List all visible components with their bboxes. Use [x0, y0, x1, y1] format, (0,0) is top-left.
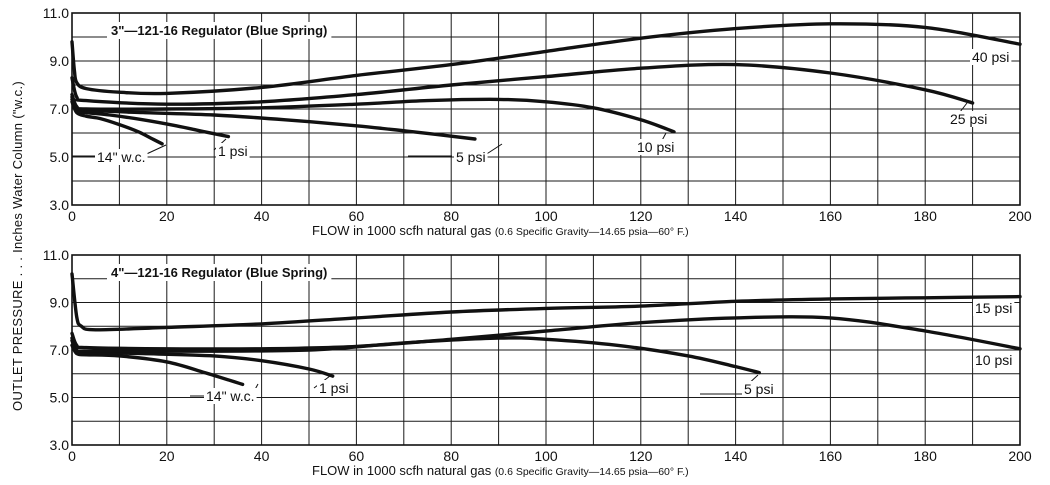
- y-tick-label: 5.0: [50, 390, 70, 406]
- y-tick-label: 7.0: [50, 101, 70, 117]
- series-line-0: [70, 100, 164, 146]
- y-tick-label: 3.0: [50, 437, 70, 453]
- x-axis-label: FLOW in 1000 scfh natural gas (0.6 Speci…: [312, 463, 689, 478]
- series-label: 14" w.c.: [97, 149, 146, 165]
- series-label-background: [317, 380, 351, 396]
- x-tick-label: 180: [914, 448, 938, 464]
- chart-title: 4"—121-16 Regulator (Blue Spring): [111, 265, 327, 280]
- y-tick-label: 9.0: [50, 53, 70, 69]
- series-label-background: [95, 149, 148, 165]
- x-tick-label: 40: [254, 448, 270, 464]
- x-tick-label: 160: [819, 448, 843, 464]
- label-leader: [959, 102, 968, 113]
- chart-title: 3"—121-16 Regulator (Blue Spring): [111, 23, 327, 38]
- y-tick-label: 9.0: [50, 295, 70, 311]
- x-tick-label: 80: [443, 208, 459, 224]
- x-tick-label: 60: [349, 448, 365, 464]
- series-label-background: [742, 381, 776, 397]
- series-label: 1 psi: [218, 143, 248, 159]
- chart-title-background: [107, 22, 332, 39]
- series-label-background: [973, 300, 1015, 316]
- series-line-4: [70, 62, 975, 106]
- series-label: 5 psi: [744, 381, 774, 397]
- y-tick-label: 3.0: [50, 197, 70, 213]
- x-axis-label-note: (0.6 Specific Gravity—14.65 psia—60° F.): [495, 226, 689, 238]
- x-axis-label-note: (0.6 Specific Gravity—14.65 psia—60° F.): [495, 466, 689, 478]
- series-line-3: [70, 92, 676, 134]
- chart-title-background: [107, 264, 332, 281]
- series-label-background: [970, 49, 1012, 65]
- x-tick-label: 40: [254, 208, 270, 224]
- x-tick-label: 160: [819, 208, 843, 224]
- series-label-background: [948, 111, 990, 127]
- series-label: 5 psi: [456, 149, 486, 165]
- x-axis-label-main: FLOW in 1000 scfh natural gas: [312, 463, 495, 478]
- series-label-background: [454, 149, 488, 165]
- x-tick-label: 100: [534, 208, 558, 224]
- x-axis-label: FLOW in 1000 scfh natural gas (0.6 Speci…: [312, 223, 689, 238]
- series-label: 10 psi: [975, 352, 1012, 368]
- y-tick-label: 11.0: [43, 247, 69, 263]
- series-label-background: [204, 388, 257, 404]
- chart-4-inch-regulator: 3.0 5.0 7.0 9.0 11.0 0 20 40 60 80 100 120 140 160 180…: [43, 247, 1032, 478]
- x-tick-label: 180: [914, 208, 938, 224]
- x-tick-label: 200: [1008, 448, 1032, 464]
- series-label: 14" w.c.: [206, 388, 255, 404]
- x-tick-label: 20: [159, 448, 175, 464]
- series-label: 25 psi: [950, 111, 987, 127]
- plot-frame: [71, 12, 1021, 206]
- x-axis-label-main: FLOW in 1000 scfh natural gas: [312, 223, 495, 238]
- y-tick-label: 7.0: [50, 342, 70, 358]
- x-tick-label: 120: [629, 448, 653, 464]
- x-tick-label: 120: [629, 208, 653, 224]
- x-tick-label: 20: [159, 208, 175, 224]
- series-line-0: [70, 343, 245, 387]
- x-tick-label: 0: [68, 448, 76, 464]
- y-tick-label: 5.0: [50, 149, 70, 165]
- series-label-background: [973, 352, 1015, 368]
- series-label: 15 psi: [975, 300, 1012, 316]
- series-label: 10 psi: [637, 139, 674, 155]
- x-tick-label: 0: [68, 208, 76, 224]
- x-tick-label: 140: [724, 448, 748, 464]
- series-line-4: [70, 272, 1022, 332]
- x-tick-label: 80: [443, 448, 459, 464]
- x-tick-label: 140: [724, 208, 748, 224]
- y-tick-label: 11.0: [43, 5, 69, 21]
- y-axis-label: OUTLET PRESSURE . . . Inches Water Colum…: [10, 81, 25, 411]
- series-line-3: [70, 315, 1022, 351]
- x-tick-label: 100: [534, 448, 558, 464]
- chart-3-inch-regulator: 3.0 5.0 7.0 9.0 11.0 0 20 40 60 80 100 120 140 160 180…: [43, 5, 1032, 238]
- series-label-background: [635, 139, 677, 155]
- series-label: 1 psi: [319, 380, 349, 396]
- x-tick-label: 60: [349, 208, 365, 224]
- x-tick-label: 200: [1008, 208, 1032, 224]
- series-label: 40 psi: [972, 49, 1009, 65]
- series-line-5: [70, 22, 1022, 96]
- series-label-background: [216, 143, 250, 159]
